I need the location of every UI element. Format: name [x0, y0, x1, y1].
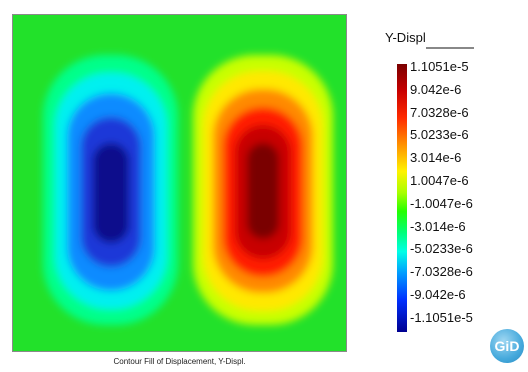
legend-label: -7.0328e-6 [410, 264, 473, 280]
contour-fill [13, 15, 346, 351]
legend-label: 1.0047e-6 [410, 172, 469, 188]
legend-label: 3.014e-6 [410, 150, 462, 166]
contour-plot-area[interactable] [12, 14, 347, 352]
gid-logo: GiD [490, 329, 524, 363]
legend-label: -9.042e-6 [410, 286, 466, 302]
legend-label: -1.0047e-6 [410, 195, 473, 211]
legend-label: -3.014e-6 [410, 218, 466, 234]
legend-labels: 1.1051e-5 9.042e-6 7.0328e-6 5.0233e-6 3… [410, 58, 473, 332]
plot-caption: Contour Fill of Displacement, Y-Displ. [113, 357, 246, 366]
legend-label: -1.1051e-5 [410, 309, 473, 325]
positive-lobe-core [247, 143, 279, 239]
legend-label: 9.042e-6 [410, 81, 462, 97]
legend-label: -5.0233e-6 [410, 241, 473, 257]
legend-label: 5.0233e-6 [410, 127, 469, 143]
legend-title-underline [426, 47, 474, 49]
colorbar [397, 64, 407, 332]
legend-label: 7.0328e-6 [410, 104, 469, 120]
legend-title: Y-Displ [385, 30, 426, 45]
legend-label: 1.1051e-5 [410, 59, 469, 74]
negative-lobe-core [93, 143, 129, 243]
